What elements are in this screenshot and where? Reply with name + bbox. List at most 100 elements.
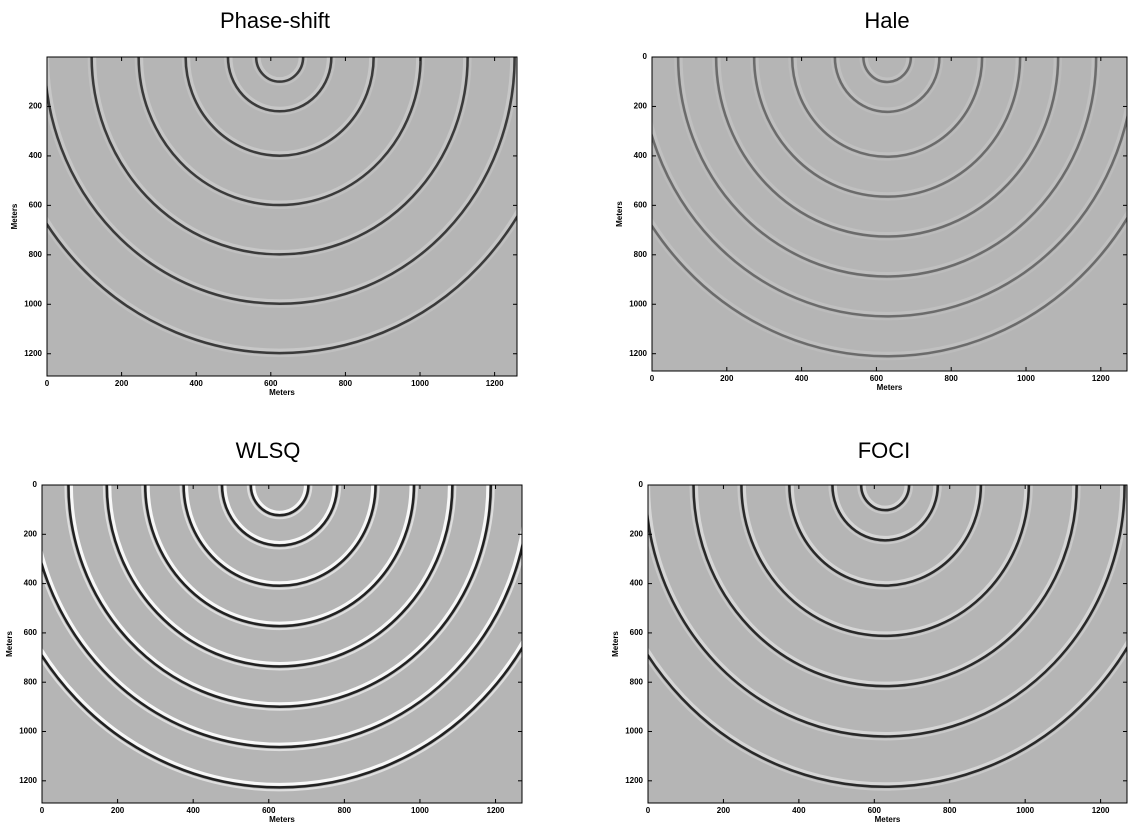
wavefront-light xyxy=(742,485,1028,635)
y-tick-label: 1000 xyxy=(629,299,647,308)
panel-title: Phase-shift xyxy=(220,8,330,33)
wavefront-dark xyxy=(42,541,522,749)
x-tick-label: 1200 xyxy=(1092,374,1110,383)
wavefront-light xyxy=(47,57,514,303)
wavefront-light xyxy=(218,485,342,550)
x-axis-label: Meters xyxy=(875,815,901,824)
x-tick-label: 800 xyxy=(339,379,353,388)
wavefront-dark xyxy=(652,113,1127,318)
y-tick-label: 200 xyxy=(24,529,38,538)
wavefront-dark xyxy=(790,57,984,158)
wavefront-light xyxy=(793,57,981,156)
x-tick-label: 0 xyxy=(45,379,50,388)
wavefront-light xyxy=(788,57,987,161)
wavefield-image xyxy=(652,57,1127,361)
x-tick-label: 600 xyxy=(264,379,278,388)
plot-frame xyxy=(651,56,1128,372)
panel: Phase-shift 0 200 400 600 800 1000 1200 200 400 60… xyxy=(10,8,518,397)
y-tick-label: 600 xyxy=(29,200,43,209)
wavefront-dark xyxy=(862,57,913,84)
x-tick-label: 400 xyxy=(792,806,806,815)
x-tick-label: 800 xyxy=(945,374,959,383)
y-tick-label: 800 xyxy=(634,250,648,259)
image-background xyxy=(652,57,1127,371)
wavefront-light xyxy=(69,485,490,706)
y-tick-label: 600 xyxy=(24,628,38,637)
y-tick-label: 1200 xyxy=(19,776,37,785)
wavefront-dark xyxy=(752,57,1022,198)
wavefront-light xyxy=(229,57,330,110)
x-tick-label: 1200 xyxy=(1092,806,1110,815)
x-tick-label: 800 xyxy=(338,806,352,815)
panel-title: WLSQ xyxy=(236,438,301,463)
x-tick-label: 200 xyxy=(115,379,129,388)
wavefront-light xyxy=(717,57,1057,235)
wavefront-light xyxy=(141,485,418,631)
wavefront-light xyxy=(140,57,420,204)
wavefront-light xyxy=(755,57,1019,196)
y-axis-label: Meters xyxy=(5,631,14,657)
wavefront-light xyxy=(87,57,472,259)
panel-title: FOCI xyxy=(858,438,911,463)
wavefront-light xyxy=(712,57,1063,241)
x-tick-label: 200 xyxy=(720,374,734,383)
wavefront-light xyxy=(252,57,308,86)
wavefront-light xyxy=(64,485,495,711)
wavefront-light xyxy=(134,57,425,210)
wavefront-light xyxy=(689,485,1081,691)
x-tick-label: 200 xyxy=(111,806,125,815)
y-tick-label: 1000 xyxy=(24,299,42,308)
image-background xyxy=(47,57,517,376)
y-tick-label: 1200 xyxy=(24,349,42,358)
wavefront-dark xyxy=(90,57,469,256)
wavefront-dark xyxy=(652,216,1127,358)
wavefront-light xyxy=(652,222,1127,361)
y-tick-label: 800 xyxy=(29,250,43,259)
wavefront-light xyxy=(737,485,1033,640)
x-tick-label: 200 xyxy=(717,806,731,815)
image-background xyxy=(648,485,1127,803)
y-tick-label: 200 xyxy=(630,529,644,538)
wavefront-dark xyxy=(692,485,1078,688)
y-tick-label: 200 xyxy=(29,102,43,111)
wavefront-light xyxy=(648,651,1127,791)
wavefront-dark xyxy=(47,214,517,355)
wavefront-light xyxy=(695,485,1076,685)
wavefront-light xyxy=(859,57,915,86)
y-tick-label: 600 xyxy=(634,200,648,209)
wavefront-light xyxy=(674,57,1101,281)
y-tick-label: 800 xyxy=(24,677,38,686)
plot-frame xyxy=(41,484,523,804)
y-tick-label: 1200 xyxy=(629,349,647,358)
y-tick-label: 1200 xyxy=(625,776,643,785)
panel: WLSQ 0 200 400 600 800 1000 1200 0 200 400 600 800 10… xyxy=(5,438,523,824)
wavefront-dark xyxy=(220,485,339,547)
x-tick-label: 1000 xyxy=(1017,374,1035,383)
wavefront-light xyxy=(146,485,413,625)
y-tick-label: 400 xyxy=(630,579,644,588)
y-tick-label: 600 xyxy=(630,628,644,637)
x-tick-label: 0 xyxy=(650,374,655,383)
wavefront-dark xyxy=(648,645,1127,788)
wavefield-image xyxy=(47,57,517,358)
panel: Hale 0 200 400 600 800 1000 1200 0 200 400 600 800 10… xyxy=(615,8,1128,392)
wavefront-light xyxy=(836,57,938,111)
wavefront-dark xyxy=(143,485,416,628)
y-tick-label: 1000 xyxy=(625,727,643,736)
wavefront-dark xyxy=(676,57,1098,278)
wavefront-dark xyxy=(648,485,1126,738)
x-tick-label: 1200 xyxy=(487,806,505,815)
wavefront-light xyxy=(257,57,302,81)
x-tick-label: 1000 xyxy=(411,379,429,388)
x-tick-label: 600 xyxy=(262,806,276,815)
y-tick-label: 400 xyxy=(29,151,43,160)
plot-frame xyxy=(46,56,518,377)
wavefront-light xyxy=(108,485,451,665)
wavefront-dark xyxy=(105,485,454,668)
wavefront-light xyxy=(47,57,517,308)
wavefront-dark xyxy=(184,57,375,157)
wavefront-dark xyxy=(254,57,305,83)
wavefront-light xyxy=(648,638,1127,786)
wavefront-light xyxy=(864,57,910,81)
x-tick-label: 600 xyxy=(870,374,884,383)
